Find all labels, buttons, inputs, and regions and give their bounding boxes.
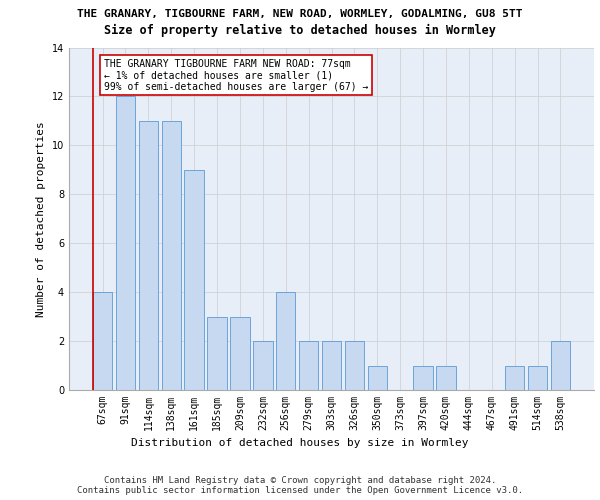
Bar <box>161 121 181 390</box>
Text: THE GRANARY TIGBOURNE FARM NEW ROAD: 77sqm
← 1% of detached houses are smaller (: THE GRANARY TIGBOURNE FARM NEW ROAD: 77s… <box>104 58 368 92</box>
Bar <box>184 170 204 390</box>
Y-axis label: Number of detached properties: Number of detached properties <box>36 121 46 316</box>
Bar <box>344 341 364 390</box>
Bar <box>139 121 158 390</box>
Text: Distribution of detached houses by size in Wormley: Distribution of detached houses by size … <box>131 438 469 448</box>
Bar <box>413 366 433 390</box>
Text: Size of property relative to detached houses in Wormley: Size of property relative to detached ho… <box>104 24 496 37</box>
Bar <box>276 292 295 390</box>
Bar <box>299 341 319 390</box>
Text: THE GRANARY, TIGBOURNE FARM, NEW ROAD, WORMLEY, GODALMING, GU8 5TT: THE GRANARY, TIGBOURNE FARM, NEW ROAD, W… <box>77 9 523 19</box>
Text: Contains HM Land Registry data © Crown copyright and database right 2024.
Contai: Contains HM Land Registry data © Crown c… <box>77 476 523 495</box>
Bar <box>93 292 112 390</box>
Bar <box>253 341 272 390</box>
Bar <box>505 366 524 390</box>
Bar <box>322 341 341 390</box>
Bar <box>230 316 250 390</box>
Bar <box>528 366 547 390</box>
Bar <box>116 96 135 390</box>
Bar <box>436 366 455 390</box>
Bar <box>208 316 227 390</box>
Bar <box>368 366 387 390</box>
Bar <box>551 341 570 390</box>
